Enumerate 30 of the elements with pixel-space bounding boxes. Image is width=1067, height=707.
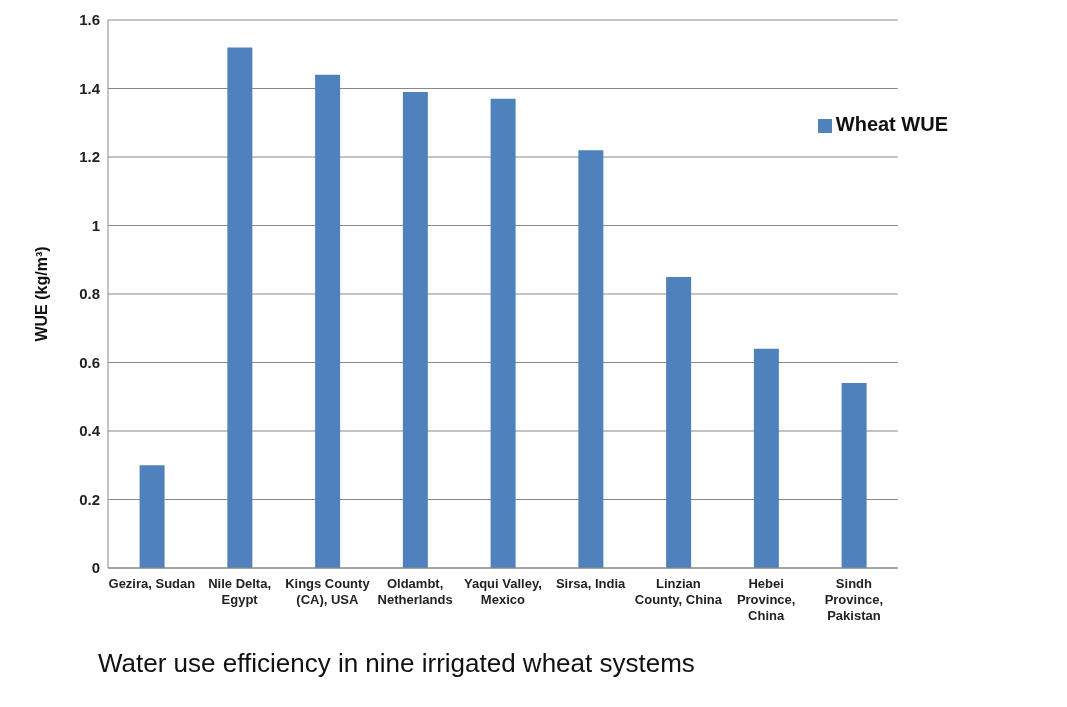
y-tick-label: 1.6	[79, 11, 100, 29]
bar	[402, 91, 428, 568]
bar	[490, 98, 516, 568]
x-tick-label: Nile Delta, Egypt	[208, 576, 272, 607]
x-tick-label: Oldambt, Netherlands	[377, 576, 453, 607]
y-axis-title: WUE (kg/m³)	[32, 246, 50, 342]
y-tick-label: 0.8	[79, 285, 100, 303]
x-tick-label: Hebei Province, China	[736, 576, 796, 623]
bar	[315, 74, 341, 568]
bar	[841, 383, 867, 568]
bar	[578, 150, 604, 568]
x-tick-label: Yaqui Valley, Mexico	[463, 576, 542, 607]
x-tick-label: Gezira, Sudan	[108, 576, 196, 591]
legend-label: Wheat WUE	[835, 113, 948, 135]
y-tick-label: 1	[91, 216, 100, 234]
y-tick-label: 0.4	[79, 422, 101, 440]
y-tick-label: 1.4	[79, 79, 101, 97]
bar	[753, 348, 779, 568]
text: Water use efficiency in nine irrigated wheat systems	[97, 648, 696, 679]
x-tick-label: Linzian County, China	[634, 576, 723, 607]
bar	[139, 465, 165, 568]
x-tick-label: Sirsa, India	[555, 576, 627, 591]
y-tick-label: 0	[91, 559, 100, 577]
y-tick-label: 1.2	[79, 148, 100, 166]
x-tick-label: Sindh Province, Pakistan	[824, 576, 884, 623]
bar	[227, 47, 253, 568]
y-tick-label: 0.2	[79, 490, 100, 508]
bar	[666, 276, 692, 568]
x-tick-label: Kings County (CA), USA	[285, 576, 371, 607]
y-tick-label: 0.6	[79, 353, 100, 371]
